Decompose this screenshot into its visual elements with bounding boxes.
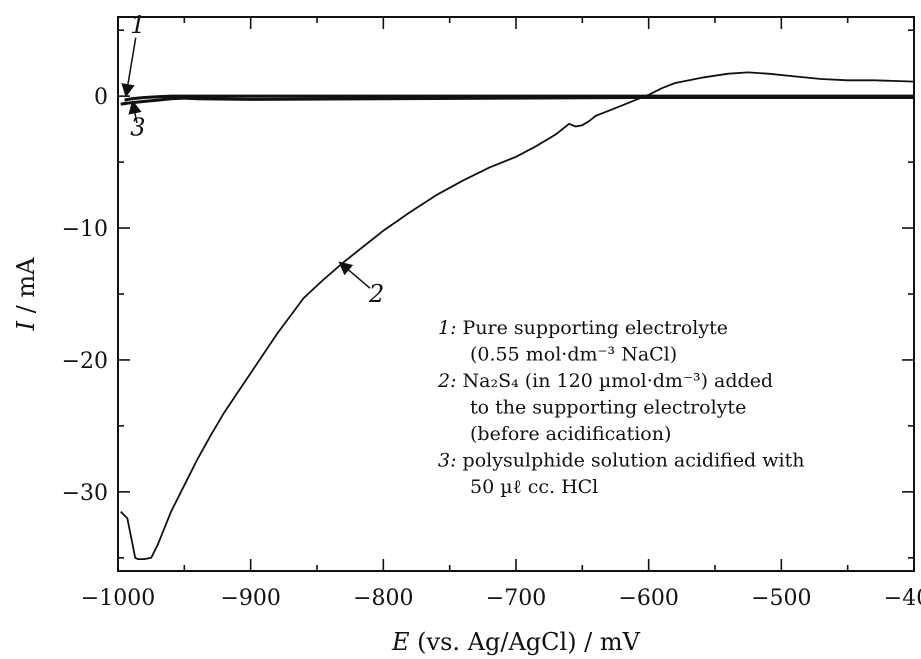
- labels-layer: 1 2 3: [121, 11, 384, 308]
- series-3-line: [120, 96, 914, 106]
- curve-label-2: 2: [368, 280, 384, 308]
- ticks: −1000 −900 −800 −700 −600 −500 −400 0 −10 −20 −30: [62, 17, 921, 611]
- x-tick-label: −800: [353, 586, 413, 611]
- series-layer: [120, 71, 915, 560]
- legend-entry-1-line: (0.55 mol·dm⁻³ NaCl): [470, 344, 677, 366]
- curve-label-1: 1: [130, 11, 145, 39]
- legend: 1: Pure supporting electrolyte (0.55 mol·…: [437, 317, 804, 498]
- x-tick-label: −900: [220, 586, 280, 611]
- legend-text: Pure supporting electrolyte: [463, 317, 728, 339]
- legend-text: polysulphide solution acidified with: [463, 450, 805, 472]
- x-tick-label: −500: [751, 586, 811, 611]
- x-tick-label: −600: [618, 586, 678, 611]
- curve-arrow-1: [121, 37, 137, 98]
- y-axis-rest: / mA: [12, 257, 40, 321]
- legend-entry-3-line: 50 µℓ cc. HCl: [470, 476, 598, 498]
- x-axis-var: E: [391, 628, 410, 656]
- y-tick-label: −10: [62, 217, 108, 242]
- x-tick-label: −700: [486, 586, 546, 611]
- x-tick-label: −400: [884, 586, 921, 611]
- y-axis-var: I: [12, 320, 40, 331]
- legend-entry-3-line: 3: polysulphide solution acidified with: [438, 450, 804, 472]
- curve-arrow-3: [128, 100, 142, 124]
- legend-number: 1:: [438, 317, 463, 339]
- legend-text: Na₂S₄ (in 120 µmol·dm⁻³) added: [463, 370, 774, 392]
- y-tick-label: −20: [62, 349, 108, 374]
- x-axis-rest: (vs. Ag/AgCl) / mV: [410, 628, 641, 656]
- curve-arrow-2: [338, 261, 371, 289]
- legend-entry-2-line: 2: Na₂S₄ (in 120 µmol·dm⁻³) added: [437, 370, 773, 392]
- series-2-line: [120, 71, 915, 560]
- y-tick-label: −30: [62, 481, 108, 506]
- x-axis-title: E (vs. Ag/AgCl) / mV: [391, 628, 641, 656]
- legend-entry-2-line: to the supporting electrolyte: [470, 397, 746, 419]
- legend-entry-1-line: 1: Pure supporting electrolyte: [438, 317, 728, 339]
- legend-entry-2-line: (before acidification): [470, 423, 671, 445]
- y-tick-label: 0: [94, 85, 108, 110]
- x-tick-label: −1000: [81, 586, 155, 611]
- curve-label-3: 3: [130, 114, 145, 142]
- y-axis-title: I / mA: [12, 257, 40, 332]
- legend-number: 2:: [437, 370, 463, 392]
- legend-number: 3:: [438, 450, 463, 472]
